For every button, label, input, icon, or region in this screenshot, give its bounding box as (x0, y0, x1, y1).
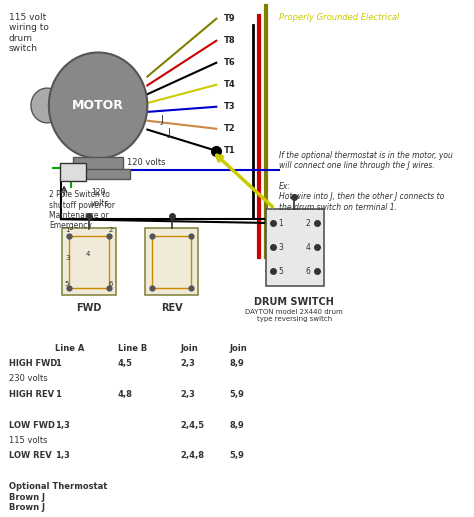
Text: 230 volts: 230 volts (9, 374, 47, 384)
Text: 120 volts: 120 volts (127, 158, 165, 167)
Text: 8,9: 8,9 (230, 359, 245, 368)
Text: MOTOR: MOTOR (72, 99, 124, 112)
Text: 4,5: 4,5 (118, 359, 133, 368)
Text: LOW REV: LOW REV (9, 451, 51, 461)
Text: J: J (167, 128, 170, 139)
Text: T9: T9 (223, 14, 235, 23)
Text: Join: Join (181, 343, 198, 353)
Text: 1: 1 (65, 227, 70, 233)
Text: Line B: Line B (118, 343, 147, 353)
Text: J: J (161, 115, 164, 125)
Text: 2,4,5: 2,4,5 (181, 421, 205, 430)
Bar (265, 208, 324, 286)
Text: 3: 3 (278, 242, 283, 252)
Text: DAYTON model 2X440 drum
type reversing switch: DAYTON model 2X440 drum type reversing s… (246, 309, 343, 322)
Text: 6: 6 (306, 267, 311, 276)
Text: 115 volts: 115 volts (9, 436, 47, 445)
Text: Line A: Line A (55, 343, 84, 353)
Text: HIGH REV: HIGH REV (9, 390, 54, 399)
Text: 120
volts: 120 volts (91, 188, 109, 208)
Text: T1: T1 (223, 146, 235, 155)
FancyBboxPatch shape (66, 169, 130, 179)
Text: 1: 1 (55, 390, 61, 399)
Circle shape (49, 52, 147, 159)
Text: 1,3: 1,3 (55, 451, 70, 461)
Text: 1: 1 (278, 219, 283, 227)
Bar (62, 228, 116, 295)
Text: 3: 3 (65, 255, 70, 261)
Text: 5: 5 (278, 267, 283, 276)
FancyBboxPatch shape (73, 157, 123, 170)
Text: If the optional thermostat is in the motor, you
will connect one line through th: If the optional thermostat is in the mot… (279, 151, 453, 212)
Text: 5,9: 5,9 (230, 390, 245, 399)
Text: LOW FWD: LOW FWD (9, 421, 55, 430)
Text: 2,4,8: 2,4,8 (181, 451, 204, 461)
Text: 4,8: 4,8 (118, 390, 133, 399)
Text: 1,3: 1,3 (55, 421, 70, 430)
Circle shape (31, 88, 63, 123)
Text: 5: 5 (65, 281, 69, 287)
Text: HIGH FWD: HIGH FWD (9, 359, 57, 368)
Text: T8: T8 (223, 36, 235, 45)
Text: 2 Pole Switch to
shutoff power for
Maintenance or
Emergency: 2 Pole Switch to shutoff power for Maint… (49, 190, 115, 231)
Text: 4: 4 (86, 251, 90, 257)
Text: 6: 6 (109, 281, 113, 287)
Bar (152, 236, 191, 287)
Text: REV: REV (161, 303, 182, 313)
Text: 2: 2 (306, 219, 310, 227)
Bar (145, 228, 199, 295)
Text: 2,3: 2,3 (181, 390, 195, 399)
Text: T6: T6 (223, 58, 235, 67)
Text: Join: Join (230, 343, 247, 353)
Text: 1: 1 (55, 359, 61, 368)
Text: 2: 2 (109, 227, 113, 233)
Text: 115 volt
wiring to
drum
switch: 115 volt wiring to drum switch (9, 13, 48, 53)
Text: 4: 4 (306, 242, 311, 252)
Text: Optional Thermostat
Brown J
Brown J: Optional Thermostat Brown J Brown J (9, 482, 107, 512)
Text: 2,3: 2,3 (181, 359, 195, 368)
Text: DRUM SWITCH: DRUM SWITCH (254, 297, 334, 307)
Text: 5,9: 5,9 (230, 451, 245, 461)
Text: Properly Grounded Electrical: Properly Grounded Electrical (279, 13, 400, 22)
Text: FWD: FWD (76, 303, 102, 313)
Text: T3: T3 (223, 102, 235, 111)
Text: T4: T4 (223, 80, 235, 89)
Text: 8,9: 8,9 (230, 421, 245, 430)
Text: T2: T2 (223, 124, 235, 133)
Bar (60, 163, 86, 180)
Bar (70, 236, 109, 287)
